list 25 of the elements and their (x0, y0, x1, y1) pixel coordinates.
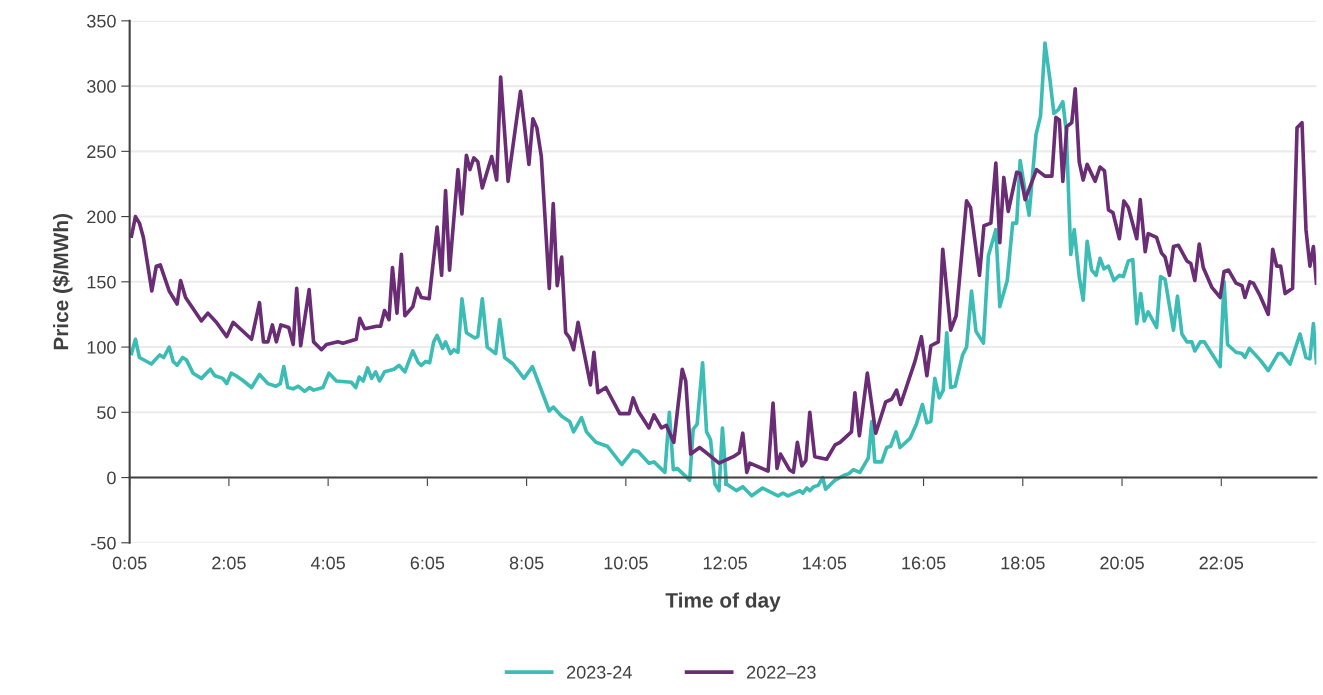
y-tick-label: 150 (87, 275, 116, 289)
y-tick-label: 250 (87, 145, 116, 159)
x-tick-label: 12:05 (703, 556, 747, 570)
x-tick-label: 10:05 (604, 556, 648, 570)
legend-label: 2023-24 (567, 665, 632, 679)
legend-label: 2022–23 (747, 665, 816, 679)
y-tick-label: 300 (87, 80, 116, 93)
y-axis-title: Price ($/MWh) (52, 213, 73, 350)
x-tick-label: 0:05 (112, 556, 147, 570)
x-tick-label: 2:05 (212, 556, 246, 570)
y-tick-label: -50 (91, 536, 116, 550)
x-tick-label: 8:05 (509, 556, 544, 570)
x-tick-label: 14:05 (803, 556, 847, 570)
x-tick-label: 6:05 (410, 556, 445, 570)
x-tick-label: 4:05 (310, 556, 345, 570)
x-tick-label: 16:05 (902, 556, 946, 570)
y-tick-label: 0 (107, 471, 116, 485)
y-tick-label: 350 (87, 14, 116, 28)
x-tick-label: 18:05 (1001, 556, 1045, 570)
y-tick-label: 200 (87, 210, 116, 224)
x-tick-label: 20:05 (1100, 556, 1144, 570)
x-tick-label: 22:05 (1199, 556, 1244, 570)
x-axis-title: Time of day (665, 592, 781, 612)
y-tick-label: 100 (87, 341, 116, 354)
y-tick-label: 50 (97, 406, 116, 420)
